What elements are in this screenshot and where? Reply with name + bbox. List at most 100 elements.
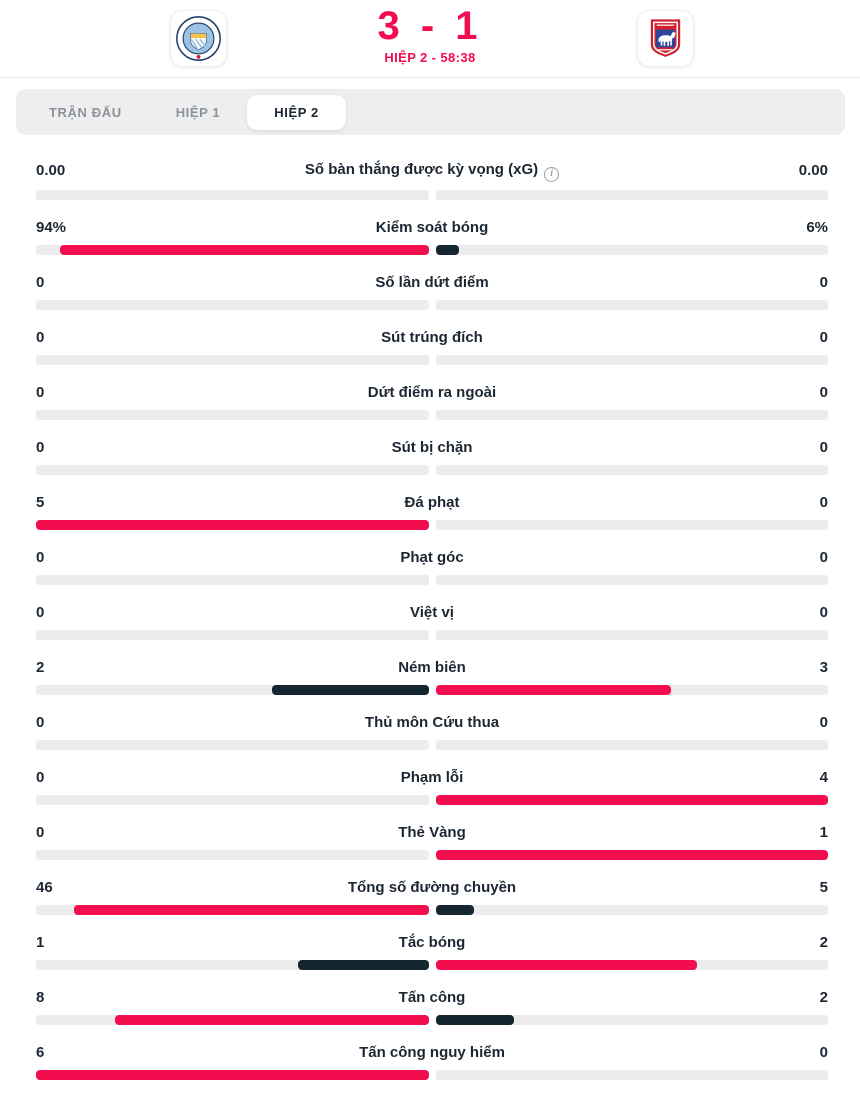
home-team-logo[interactable] bbox=[170, 10, 227, 67]
stat-row: 5 Đá phạt 0 bbox=[36, 494, 828, 530]
stat-row: 0 Số lần dứt điểm 0 bbox=[36, 274, 828, 310]
bar-tracks bbox=[36, 574, 828, 585]
away-value: 0.00 bbox=[798, 162, 828, 180]
stat-label: Việt vị bbox=[410, 603, 454, 621]
stat-text-line: 46 Tổng số đường chuyền 5 bbox=[36, 879, 828, 897]
home-value: 5 bbox=[36, 493, 45, 511]
bar-track-away bbox=[435, 299, 828, 310]
away-value: 2 bbox=[819, 988, 828, 1006]
bar-track-home bbox=[36, 794, 429, 805]
stat-text-line: 0 Số lần dứt điểm 0 bbox=[36, 274, 828, 292]
bar-track-away bbox=[435, 409, 828, 420]
bar-track-away bbox=[435, 354, 828, 365]
bar-track-home bbox=[36, 1069, 429, 1080]
stat-row: 0.00 Số bàn thắng được kỳ vọng (xG) i 0.00 bbox=[36, 161, 828, 200]
stat-text-line: 0 Phạm lỗi 4 bbox=[36, 769, 828, 787]
bar-track-home bbox=[36, 464, 429, 475]
away-bar bbox=[435, 244, 460, 255]
bar-track-home bbox=[36, 959, 429, 970]
bar-track-away bbox=[435, 904, 828, 915]
away-bar bbox=[435, 794, 828, 805]
home-value: 0 bbox=[36, 823, 45, 841]
bar-track-away bbox=[435, 574, 828, 585]
bar-track-away bbox=[435, 629, 828, 640]
home-value: 0 bbox=[36, 603, 45, 621]
away-value: 0 bbox=[819, 383, 828, 401]
home-value: 94% bbox=[36, 218, 67, 236]
tab-hiep-1[interactable]: HIỆP 1 bbox=[175, 104, 221, 120]
stat-row: 1 Tắc bóng 2 bbox=[36, 934, 828, 970]
bar-tracks bbox=[36, 739, 828, 750]
away-value: 5 bbox=[819, 878, 828, 896]
bar-track-home bbox=[36, 904, 429, 915]
match-status: HIỆP 2 - 58:38 bbox=[384, 50, 476, 65]
stat-row: 2 Ném biên 3 bbox=[36, 659, 828, 695]
away-value: 0 bbox=[819, 438, 828, 456]
away-value: 0 bbox=[819, 328, 828, 346]
bar-tracks bbox=[36, 1014, 828, 1025]
away-bar bbox=[435, 684, 671, 695]
bar-tracks bbox=[36, 299, 828, 310]
bar-track-home bbox=[36, 519, 429, 530]
bar-tracks bbox=[36, 244, 828, 255]
home-value: 1 bbox=[36, 933, 45, 951]
away-value: 4 bbox=[819, 768, 828, 786]
away-value: 0 bbox=[819, 713, 828, 731]
stat-text-line: 8 Tấn công 2 bbox=[36, 989, 828, 1007]
home-bar bbox=[297, 959, 429, 970]
bar-tracks bbox=[36, 629, 828, 640]
bar-tracks bbox=[36, 354, 828, 365]
bar-track-home bbox=[36, 244, 429, 255]
away-bar bbox=[435, 904, 474, 915]
bar-track-away bbox=[435, 739, 828, 750]
stat-label: Tổng số đường chuyền bbox=[347, 878, 517, 896]
stat-row: 0 Sút trúng đích 0 bbox=[36, 329, 828, 365]
tab-hiep-2[interactable]: HIỆP 2 bbox=[247, 94, 346, 130]
tab-bar-container: TRẬN ĐẤU HIỆP 1 HIỆP 2 bbox=[0, 78, 860, 135]
away-value: 0 bbox=[819, 273, 828, 291]
home-value: 0 bbox=[36, 273, 45, 291]
bar-track-away bbox=[435, 849, 828, 860]
stat-text-line: 94% Kiểm soát bóng 6% bbox=[36, 219, 828, 237]
stat-row: 0 Thủ môn Cứu thua 0 bbox=[36, 714, 828, 750]
away-value: 2 bbox=[819, 933, 828, 951]
away-value: 0 bbox=[819, 603, 828, 621]
bar-track-away bbox=[435, 464, 828, 475]
info-icon[interactable]: i bbox=[544, 166, 560, 182]
bar-track-home bbox=[36, 299, 429, 310]
bar-track-away bbox=[435, 189, 828, 200]
away-team-logo[interactable] bbox=[637, 10, 694, 67]
bar-tracks bbox=[36, 519, 828, 530]
away-value: 0 bbox=[819, 1043, 828, 1061]
away-bar bbox=[435, 959, 698, 970]
stat-label: Dứt điểm ra ngoài bbox=[367, 383, 497, 401]
bar-tracks bbox=[36, 409, 828, 420]
bar-track-home bbox=[36, 684, 429, 695]
stat-label: Sút bị chặn bbox=[391, 438, 473, 456]
ipswich-town-crest-icon bbox=[650, 19, 681, 57]
match-score: 3 - 1 bbox=[377, 4, 483, 48]
home-value: 0 bbox=[36, 713, 45, 731]
bar-track-home bbox=[36, 849, 429, 860]
stat-text-line: 5 Đá phạt 0 bbox=[36, 494, 828, 512]
stat-label: Tấn công nguy hiểm bbox=[359, 1043, 505, 1061]
stat-label: Thẻ Vàng bbox=[398, 823, 466, 841]
stat-row: 0 Phạm lỗi 4 bbox=[36, 769, 828, 805]
bar-track-away bbox=[435, 1014, 828, 1025]
away-value: 6% bbox=[806, 218, 828, 236]
bar-tracks bbox=[36, 464, 828, 475]
bar-track-away bbox=[435, 794, 828, 805]
bar-track-away bbox=[435, 1069, 828, 1080]
stat-label: Số lần dứt điểm bbox=[375, 273, 489, 291]
bar-track-home bbox=[36, 629, 429, 640]
home-value: 46 bbox=[36, 878, 53, 896]
tab-bar: TRẬN ĐẤU HIỆP 1 HIỆP 2 bbox=[16, 89, 845, 135]
bar-track-away bbox=[435, 244, 828, 255]
home-value: 0 bbox=[36, 768, 45, 786]
stat-text-line: 0 Dứt điểm ra ngoài 0 bbox=[36, 384, 828, 402]
tab-tran-dau[interactable]: TRẬN ĐẤU bbox=[49, 104, 122, 120]
home-bar bbox=[114, 1014, 429, 1025]
stat-row: 8 Tấn công 2 bbox=[36, 989, 828, 1025]
stat-row: 0 Dứt điểm ra ngoài 0 bbox=[36, 384, 828, 420]
manchester-city-crest-icon bbox=[176, 16, 221, 61]
